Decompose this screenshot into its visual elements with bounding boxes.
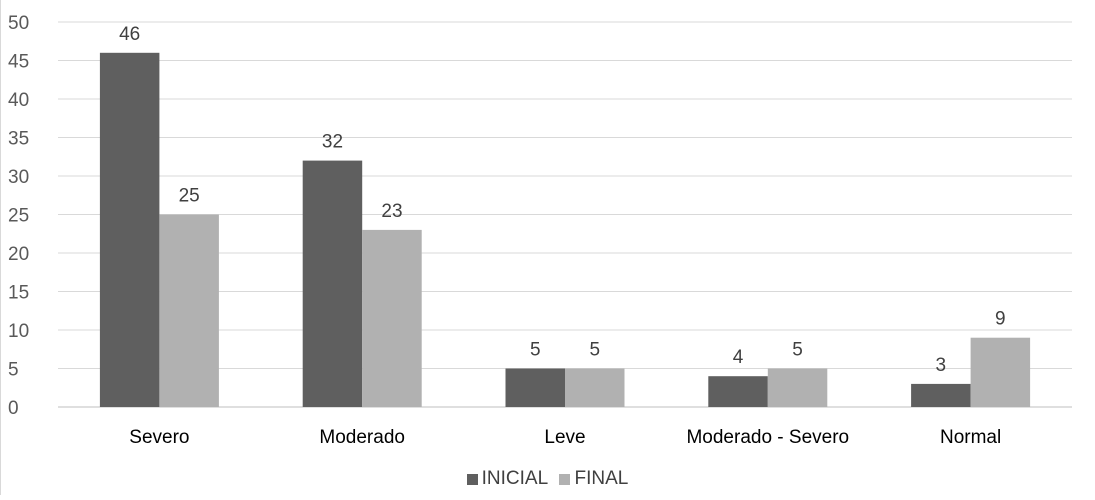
gridlines [58, 21, 1072, 408]
data-label: 3 [936, 355, 947, 376]
y-tick-label: 30 [8, 167, 29, 188]
bar-inicial-1 [99, 52, 160, 408]
data-label: 25 [179, 186, 200, 207]
bar-final-4 [767, 368, 828, 407]
legend-label-final: FINAL [574, 468, 629, 489]
bar-final-1 [159, 214, 219, 407]
bar-inicial-3 [505, 368, 565, 407]
x-axis: Severo Moderado Leve Moderado - Severo Norma… [129, 427, 1001, 448]
y-tick-label: 15 [8, 283, 29, 304]
y-tick-label: 10 [8, 321, 29, 342]
y-tick-label: 20 [8, 244, 29, 265]
bar-inicial-2 [302, 160, 363, 407]
y-tick-label: 25 [8, 206, 29, 227]
bar-inicial-4 [708, 376, 768, 407]
legend: INICIAL FINAL [0, 468, 1095, 491]
bar-final-5 [970, 337, 1031, 407]
bar-final-3 [565, 368, 625, 407]
y-tick-label: 45 [8, 52, 29, 73]
legend-item-final: FINAL [559, 468, 628, 490]
data-label: 9 [995, 309, 1006, 330]
y-tick-label: 5 [8, 360, 19, 381]
bar-inicial-5 [911, 383, 971, 407]
x-tick-label: Leve [544, 427, 585, 448]
chart-frame-border [0, 0, 1, 495]
x-tick-label: Normal [940, 427, 1001, 448]
data-label: 23 [381, 201, 402, 222]
y-tick-label: 40 [8, 90, 29, 111]
y-tick-label: 50 [8, 13, 29, 34]
y-tick-label: 35 [8, 129, 29, 150]
y-tick-label: 0 [8, 398, 19, 419]
data-label: 46 [119, 24, 140, 45]
data-label: 5 [530, 340, 541, 361]
legend-label-inicial: INICIAL [481, 468, 549, 489]
legend-swatch-inicial [466, 473, 478, 485]
x-tick-label: Severo [129, 427, 189, 448]
data-label: 5 [792, 340, 803, 361]
data-label: 4 [733, 347, 744, 368]
y-axis: 0 5 10 15 20 25 30 35 40 45 50 [8, 13, 29, 419]
legend-swatch-final [559, 473, 571, 485]
bars [99, 52, 1031, 408]
legend-item-inicial: INICIAL [466, 468, 549, 490]
x-tick-label: Moderado - Severo [686, 427, 849, 448]
data-label: 5 [589, 340, 600, 361]
data-label: 32 [322, 132, 343, 153]
x-tick-label: Moderado [319, 427, 405, 448]
data-labels: 46 25 32 23 5 5 4 5 3 9 [119, 24, 1006, 376]
bar-final-2 [362, 229, 422, 407]
